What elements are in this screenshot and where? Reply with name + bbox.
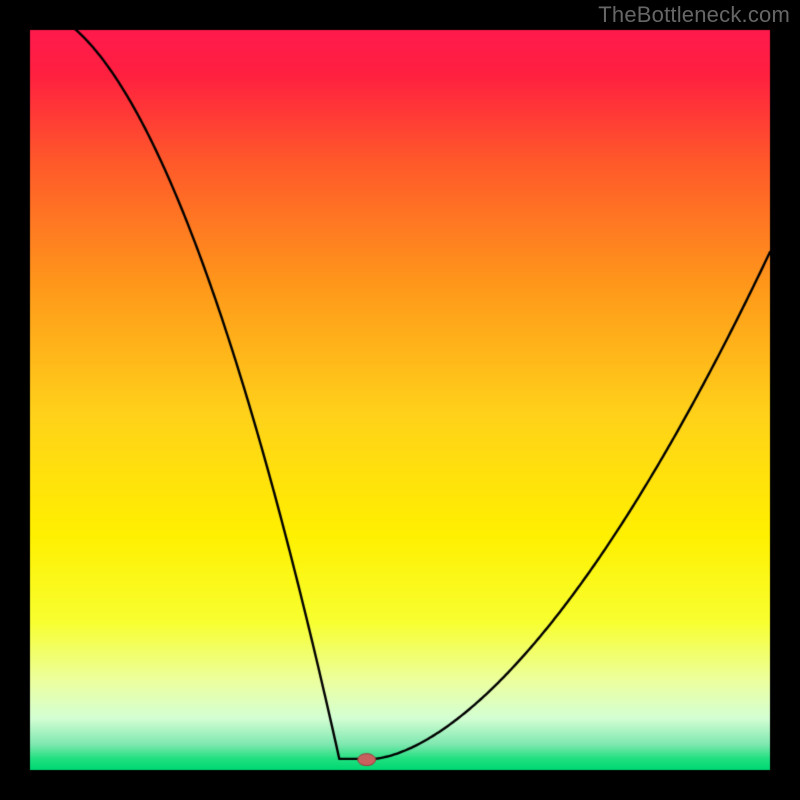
watermark-text: TheBottleneck.com: [598, 2, 790, 28]
chart-frame: TheBottleneck.com: [0, 0, 800, 800]
bottleneck-chart-canvas: [0, 0, 800, 800]
